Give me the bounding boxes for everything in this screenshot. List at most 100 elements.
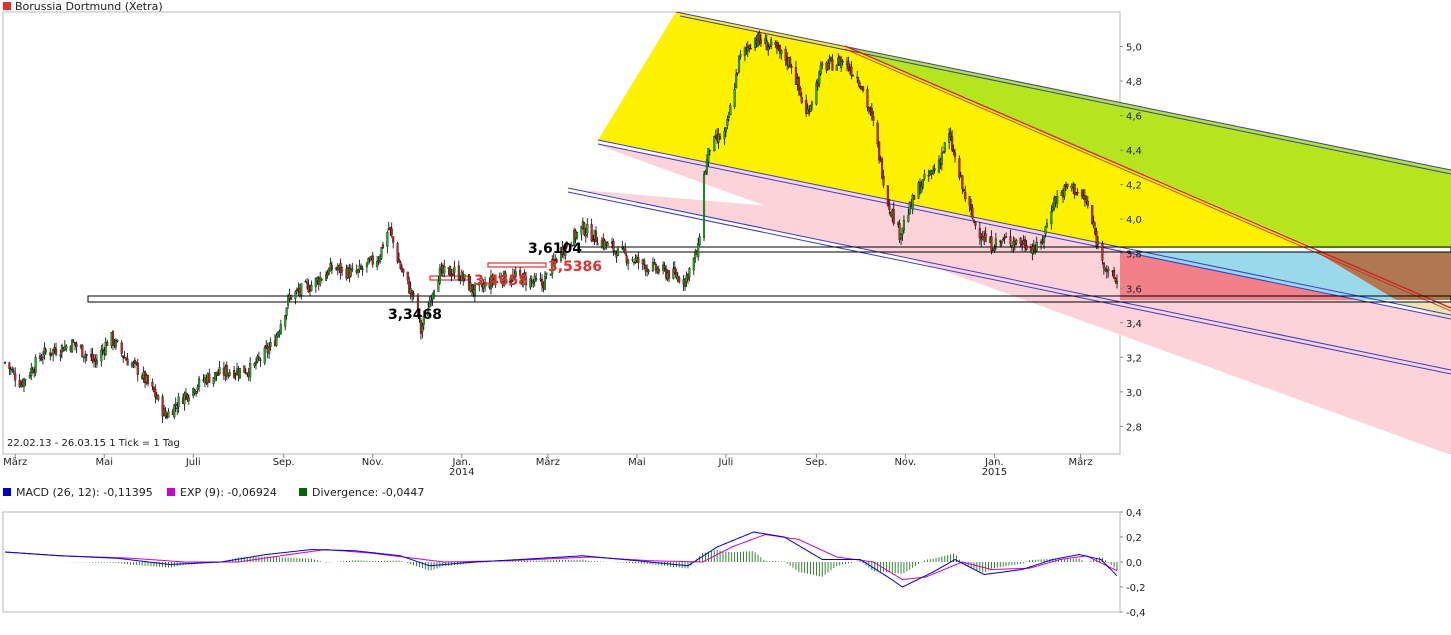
candle-body <box>564 244 567 256</box>
candle-body <box>921 179 924 188</box>
candle-body <box>524 277 528 285</box>
candle-body <box>815 82 818 105</box>
lower-channel-line-2 <box>567 191 1451 375</box>
candle-body <box>285 307 288 316</box>
candle-body <box>561 246 564 255</box>
candle-body <box>952 149 955 153</box>
candle-body <box>759 39 762 44</box>
red-trend-line <box>844 45 1451 309</box>
candle-body <box>1086 200 1089 207</box>
candle-body <box>790 66 793 68</box>
candle-body <box>657 269 660 273</box>
candle-body <box>31 369 34 373</box>
candle-body <box>1031 246 1034 254</box>
candle-body <box>800 96 803 103</box>
candle-body <box>675 272 678 279</box>
candle-body <box>532 282 535 284</box>
price-tick-label: 4,6 <box>1126 112 1142 123</box>
candle-body <box>130 363 134 367</box>
price-annotation-label: 3,3468 <box>388 307 442 323</box>
price-tick-label: 4,0 <box>1126 215 1142 226</box>
candle-body <box>167 411 170 418</box>
candle-body <box>580 226 583 235</box>
candle-body <box>218 367 221 374</box>
candle-body <box>612 241 615 252</box>
price-tick-label: 5,0 <box>1126 43 1142 54</box>
candle-body <box>208 373 211 383</box>
candle-body <box>1042 236 1046 243</box>
time-tick-label: Sep. <box>805 457 827 468</box>
candle-body <box>850 66 853 76</box>
candle-body <box>161 396 164 417</box>
candle-body <box>265 344 268 348</box>
candle-body <box>876 122 879 145</box>
candle-body <box>584 234 587 237</box>
candle-body <box>320 278 323 281</box>
candle-body <box>631 259 634 261</box>
candle-body <box>1019 237 1022 244</box>
candle-body <box>392 236 395 243</box>
price-tick-label: 3,8 <box>1126 250 1142 261</box>
candle-body <box>870 108 873 116</box>
candle-body <box>428 300 431 308</box>
candle-body <box>196 387 199 390</box>
candle-body <box>678 277 681 283</box>
candle-body <box>637 257 640 263</box>
candle-body <box>743 47 746 56</box>
candle-body <box>336 268 339 271</box>
candle-body <box>933 168 936 171</box>
chart-title: Borussia Dortmund (Xetra) <box>15 0 163 13</box>
candle-body <box>243 365 246 373</box>
candle-body <box>523 272 526 276</box>
candle-body <box>961 175 964 190</box>
candle-body <box>257 356 260 359</box>
candle-body <box>866 88 869 108</box>
candle-body <box>908 202 911 214</box>
macd-legend-label: MACD (26, 12): -0,11395 <box>16 486 153 499</box>
candle-body <box>116 339 119 342</box>
candle-body <box>765 40 768 51</box>
candle-body <box>758 32 761 42</box>
candle-body <box>154 389 157 398</box>
candle-body <box>780 50 783 54</box>
candle-body <box>111 331 115 346</box>
candle-body <box>253 362 256 366</box>
candle-body <box>427 309 430 317</box>
candle-body <box>195 391 198 395</box>
candle-body <box>510 279 513 283</box>
upper-channel-line <box>675 12 1451 171</box>
candle-body <box>816 83 819 87</box>
candle-body <box>673 267 676 274</box>
candle-body <box>851 75 854 77</box>
candle-body <box>217 374 220 376</box>
price-tick-label: 3,4 <box>1126 319 1142 330</box>
candle-body <box>399 262 402 269</box>
candle-body <box>1000 241 1003 244</box>
candle-body <box>91 353 94 361</box>
candle-body <box>101 349 104 351</box>
candle-body <box>1044 226 1047 235</box>
candle-body <box>727 116 730 118</box>
candle-body <box>238 367 242 379</box>
candle-body <box>249 363 252 378</box>
candle-body <box>304 281 307 283</box>
candle-body <box>647 269 650 272</box>
time-tick-year: 2015 <box>982 467 1007 478</box>
candle-body <box>1009 236 1012 245</box>
candle-body <box>275 335 278 347</box>
candle-body <box>805 99 808 115</box>
candle-body <box>555 259 558 263</box>
candle-body <box>878 141 881 161</box>
candle-body <box>164 410 167 417</box>
candle-body <box>705 159 708 173</box>
candle-body <box>212 376 215 384</box>
candle-body <box>367 258 370 265</box>
candle-body <box>970 204 973 210</box>
candle-body <box>583 222 586 236</box>
price-tick-label: 2,8 <box>1126 422 1142 433</box>
candle-body <box>735 74 738 88</box>
candle-body <box>880 158 884 178</box>
candle-body <box>397 259 401 263</box>
candle-body <box>688 268 691 278</box>
candle-body <box>84 354 87 358</box>
